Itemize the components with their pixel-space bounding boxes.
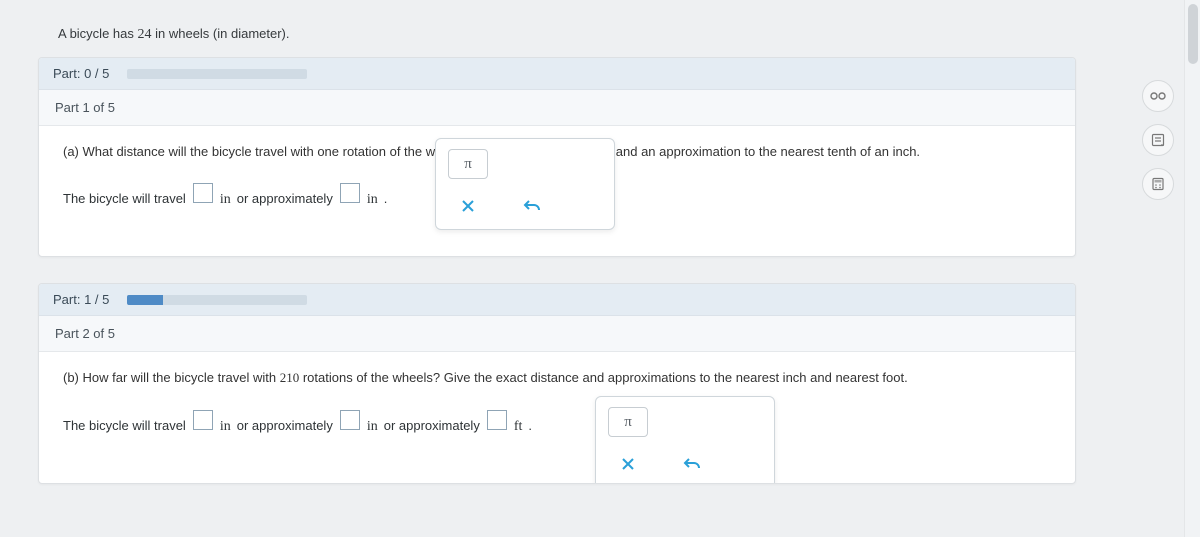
- part-2-answer-line: The bicycle will travel in or approximat…: [63, 410, 1051, 435]
- part-1-input-2[interactable]: [340, 183, 360, 203]
- part-2-progress-label: Part: 1 / 5: [53, 292, 109, 307]
- ans-unit1: in: [220, 192, 231, 208]
- q2-pre: (b) How far will the bicycle travel with: [63, 370, 280, 385]
- clear-button[interactable]: [454, 193, 482, 219]
- ans-tail: .: [384, 191, 388, 206]
- ans2-lead: The bicycle will travel: [63, 418, 186, 433]
- q2-post: rotations of the wheels? Give the exact …: [299, 370, 907, 385]
- part-2-progress-fill: [127, 295, 163, 305]
- part-1-section: Part: 0 / 5 Part 1 of 5 (a) What distanc…: [38, 57, 1076, 257]
- part-2-body: (b) How far will the bicycle travel with…: [39, 352, 1075, 483]
- ans2-mid2: or approximately: [384, 418, 480, 433]
- part-1-tool-pod: π: [435, 138, 615, 230]
- clear-button-2[interactable]: [614, 451, 642, 477]
- ans-lead: The bicycle will travel: [63, 191, 186, 206]
- ans2-unit1: in: [220, 419, 231, 435]
- part-2-input-3[interactable]: [487, 410, 507, 430]
- pi-button[interactable]: π: [448, 149, 488, 179]
- undo-button-2[interactable]: [678, 451, 706, 477]
- main-content: A bicycle has 24 in wheels (in diameter)…: [38, 0, 1076, 537]
- ans-mid: or approximately: [237, 191, 333, 206]
- part-2-header: Part 2 of 5: [39, 316, 1075, 352]
- intro-prefix: A bicycle has: [58, 26, 138, 41]
- part-2-question: (b) How far will the bicycle travel with…: [63, 370, 1051, 386]
- part-2-input-2[interactable]: [340, 410, 360, 430]
- undo-button[interactable]: [518, 193, 546, 219]
- problem-intro: A bicycle has 24 in wheels (in diameter)…: [38, 0, 1076, 57]
- part-2-progress-bar: [127, 295, 307, 305]
- part-1-input-1[interactable]: [193, 183, 213, 203]
- part-2-tool-pod: π: [595, 396, 775, 484]
- part-1-header: Part 1 of 5: [39, 90, 1075, 126]
- part-2-progress: Part: 1 / 5: [39, 284, 1075, 316]
- part-1-progress-label: Part: 0 / 5: [53, 66, 109, 81]
- part-1-progress: Part: 0 / 5: [39, 58, 1075, 90]
- part-1-progress-bar: [127, 69, 307, 79]
- rail-notes-icon[interactable]: [1142, 124, 1174, 156]
- ans2-unit2: in: [367, 419, 378, 435]
- rail-link-icon[interactable]: [1142, 80, 1174, 112]
- intro-value: 24: [138, 27, 152, 42]
- q2-val: 210: [280, 370, 300, 385]
- ans2-tail: .: [528, 418, 532, 433]
- part-1-body: (a) What distance will the bicycle trave…: [39, 126, 1075, 256]
- pi-button-2[interactable]: π: [608, 407, 648, 437]
- part-2-input-1[interactable]: [193, 410, 213, 430]
- ans-unit2: in: [367, 192, 378, 208]
- ans2-mid1: or approximately: [237, 418, 333, 433]
- intro-suffix: in wheels (in diameter).: [152, 26, 290, 41]
- side-rail: [1140, 80, 1176, 200]
- part-2-section: Part: 1 / 5 Part 2 of 5 (b) How far will…: [38, 283, 1076, 484]
- ans2-unit3: ft: [514, 419, 523, 435]
- vertical-scrollbar[interactable]: [1184, 0, 1200, 537]
- rail-calculator-icon[interactable]: [1142, 168, 1174, 200]
